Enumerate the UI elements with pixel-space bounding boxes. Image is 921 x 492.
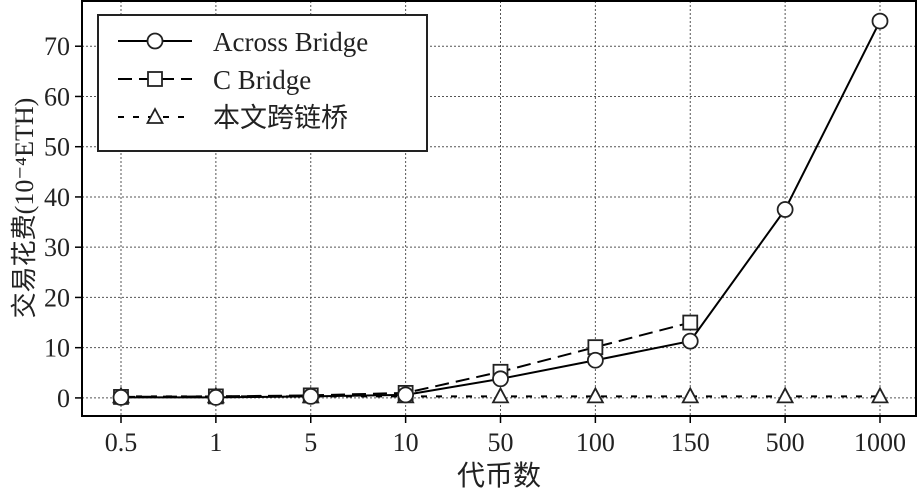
legend: Across Bridge C Bridge 本文跨链桥: [97, 14, 428, 152]
series-circle: [112, 12, 889, 406]
circle-marker: [492, 370, 509, 388]
x-tick-label: 10: [393, 428, 419, 457]
series-group: [111, 12, 890, 406]
x-tick-label: 1: [209, 428, 222, 457]
ticks: 0.5 1 5 10 50 100 150 500 1000 0 10 20 30 40 50 60 70: [44, 32, 906, 457]
legend-label: Across Bridge: [213, 27, 368, 57]
plot-frame: [81, 0, 917, 417]
triangle-marker: [145, 107, 165, 124]
legend-label: C Bridge: [213, 65, 311, 95]
triangle-marker: [776, 386, 795, 404]
triangle-marker: [870, 386, 890, 404]
x-tick-label: 5: [304, 428, 317, 457]
y-tick-label: 70: [44, 32, 70, 61]
triangle-marker: [586, 386, 605, 404]
y-tick-label: 0: [57, 384, 70, 413]
y-tick-label: 50: [44, 133, 70, 162]
circle-marker: [397, 386, 415, 404]
y-tick-label: 60: [44, 82, 70, 111]
x-tick-label: 0.5: [105, 428, 138, 457]
x-tick-label: 100: [576, 428, 615, 457]
circle-marker: [207, 389, 225, 406]
x-tick-label: 150: [671, 428, 710, 457]
x-tick-label: 50: [488, 428, 514, 457]
y-axis-label: 交易花费(10⁻⁴ETH): [10, 98, 39, 319]
square-marker: [147, 71, 163, 87]
circle-marker: [112, 389, 130, 406]
legend-label: 本文跨链桥: [213, 103, 348, 133]
y-tick-label: 40: [44, 183, 70, 212]
x-tick-label: 500: [766, 428, 805, 457]
circle-marker: [681, 332, 699, 350]
circle-marker: [871, 12, 889, 30]
x-tick-label: 1000: [854, 428, 906, 457]
y-tick-label: 20: [44, 283, 70, 312]
circle-marker: [776, 201, 794, 218]
x-axis-label: 代币数: [457, 460, 541, 492]
triangle-marker: [681, 386, 700, 404]
circle-marker: [302, 388, 320, 405]
y-tick-label: 30: [44, 233, 70, 262]
square-marker: [682, 314, 699, 331]
triangle-marker: [491, 386, 510, 404]
y-tick-label: 10: [44, 334, 70, 363]
circle-marker: [586, 351, 604, 369]
circle-marker: [146, 32, 164, 50]
